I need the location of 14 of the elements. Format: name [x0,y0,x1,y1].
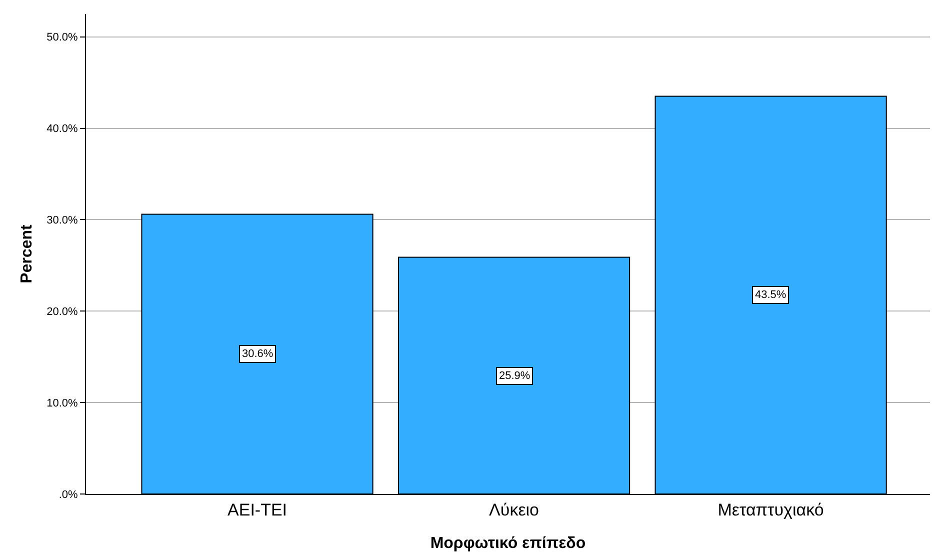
y-tick-label: 30.0% [46,214,78,227]
x-tick-label: Μεταπτυχιακό [718,500,824,520]
y-tick-label: 50.0% [46,32,78,44]
data-label: 43.5% [755,289,786,301]
x-tick-label: Λύκειο [489,500,540,520]
x-axis-title: Μορφωτικό επίπεδο [430,535,586,552]
y-tick-label: 40.0% [46,123,78,136]
data-label: 25.9% [499,370,530,382]
y-tick-label: 10.0% [46,397,78,410]
y-tick-label: .0% [58,488,78,501]
y-tick-label: 20.0% [46,306,78,318]
data-label: 30.6% [242,348,274,360]
x-tick-label: ΑΕΙ-ΤΕΙ [228,500,288,520]
y-axis-title: Percent [18,224,36,284]
